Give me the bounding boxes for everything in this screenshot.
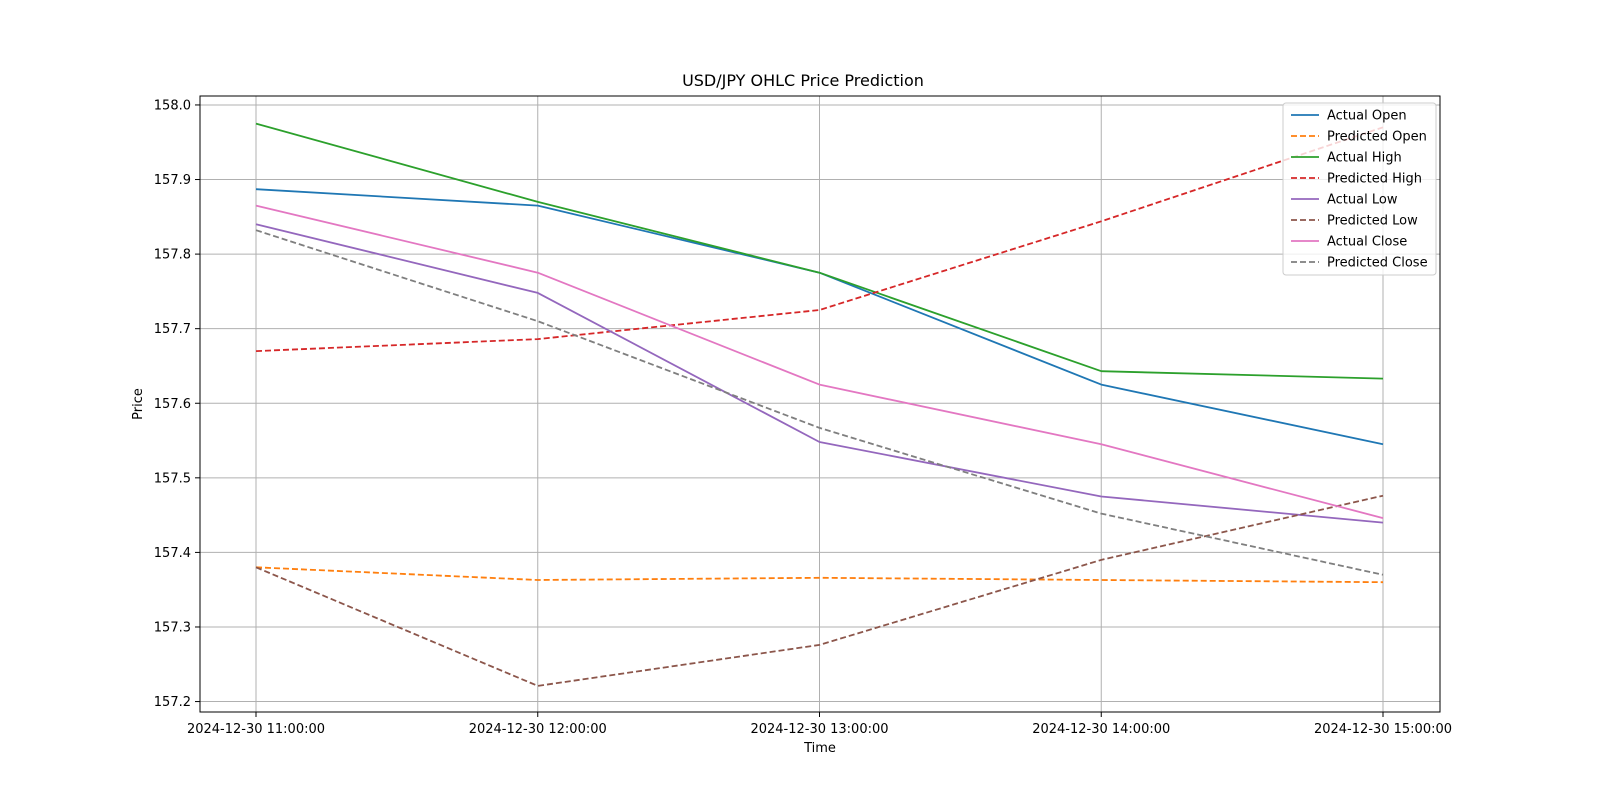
- x-tick-label: 2024-12-30 14:00:00: [1032, 722, 1170, 737]
- chart-title: USD/JPY OHLC Price Prediction: [682, 71, 924, 90]
- series-line-actual-low: [255, 223, 1384, 524]
- legend-label: Predicted Low: [1327, 214, 1418, 229]
- y-tick-label: 158.0: [154, 98, 191, 113]
- x-tick-label: 2024-12-30 15:00:00: [1314, 722, 1452, 737]
- x-axis: 2024-12-30 11:00:00 2024-12-30 12:00:00 20…: [187, 712, 1452, 737]
- y-axis-label: Price: [131, 388, 146, 420]
- legend-label: Actual High: [1327, 151, 1402, 166]
- legend-label: Predicted Close: [1327, 256, 1428, 271]
- y-tick-label: 157.8: [154, 248, 191, 263]
- series-line-predicted-open: [255, 566, 1384, 584]
- legend-label: Actual Close: [1327, 235, 1407, 250]
- y-tick-label: 157.3: [154, 620, 191, 635]
- legend-label: Predicted High: [1327, 172, 1422, 187]
- legend: Actual Open Predicted Open Actual High Pred…: [1282, 102, 1437, 276]
- grid-lines: [200, 96, 1440, 712]
- legend-label: Actual Low: [1327, 193, 1398, 208]
- x-tick-label: 2024-12-30 11:00:00: [187, 722, 325, 737]
- y-tick-label: 157.5: [154, 471, 191, 486]
- y-tick-label: 157.7: [154, 322, 191, 337]
- legend-box: [1282, 102, 1437, 276]
- series-line-predicted-high: [255, 126, 1384, 352]
- x-tick-label: 2024-12-30 12:00:00: [469, 722, 607, 737]
- y-tick-label: 157.6: [154, 397, 191, 412]
- legend-label: Predicted Open: [1327, 130, 1427, 145]
- x-tick-label: 2024-12-30 13:00:00: [750, 722, 888, 737]
- y-tick-label: 157.2: [154, 695, 191, 710]
- series-lines: [255, 122, 1384, 687]
- series-line-predicted-close: [255, 229, 1384, 576]
- y-axis: 157.2 157.3 157.4 157.5 157.6 157.7 157.8 157.9…: [154, 98, 200, 710]
- legend-label: Actual Open: [1327, 109, 1407, 124]
- series-line-actual-close: [255, 204, 1384, 519]
- y-tick-label: 157.4: [154, 546, 191, 561]
- y-tick-label: 157.9: [154, 173, 191, 188]
- x-axis-label: Time: [803, 741, 836, 756]
- series-line-actual-high: [255, 122, 1384, 380]
- series-line-predicted-low: [255, 494, 1384, 687]
